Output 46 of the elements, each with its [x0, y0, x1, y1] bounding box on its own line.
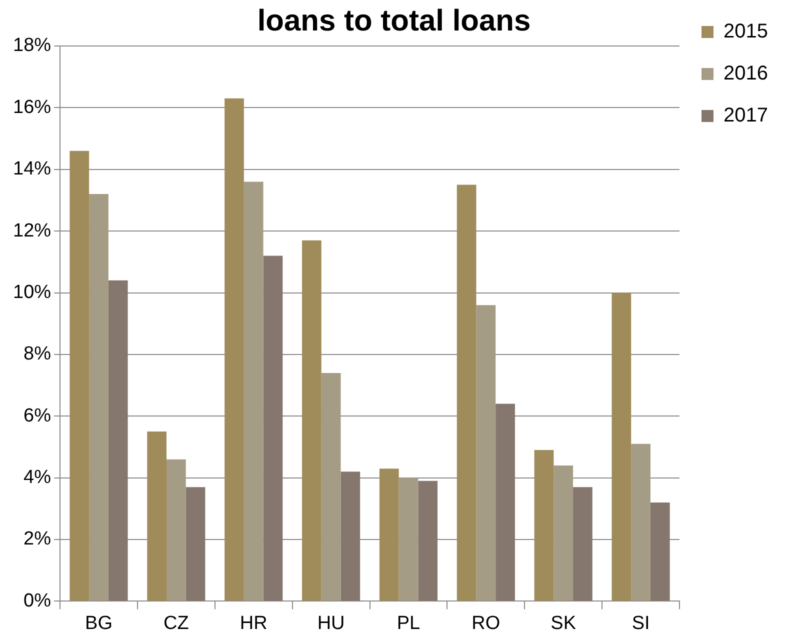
bar [224, 98, 244, 601]
y-tick-label: 6% [24, 405, 52, 426]
legend-label: 2015 [724, 20, 768, 43]
bar [244, 182, 264, 601]
bar [147, 432, 166, 601]
y-tick-label: 2% [24, 528, 52, 550]
bar [418, 480, 438, 601]
y-tick-label: 0% [24, 590, 52, 612]
x-tick-label: SK [550, 612, 576, 634]
bar [70, 150, 90, 601]
bar [612, 292, 632, 601]
bar [340, 472, 360, 601]
y-tick-label: 10% [12, 282, 52, 303]
bar [186, 487, 206, 601]
bar [398, 478, 418, 601]
bar [554, 465, 574, 601]
x-tick-label: HR [240, 612, 268, 634]
bar [263, 256, 283, 601]
bar [302, 240, 322, 601]
bar [534, 450, 554, 601]
y-tick-label: 4% [24, 467, 52, 488]
bar [650, 502, 670, 601]
bar [456, 184, 476, 601]
bar [108, 280, 128, 601]
bar [496, 404, 515, 601]
bar [573, 487, 592, 601]
x-tick-label: HU [317, 612, 345, 634]
y-tick-label: 12% [12, 220, 52, 242]
legend-label: 2016 [724, 62, 768, 85]
y-tick-label: 18% [12, 35, 52, 56]
bar [631, 444, 650, 601]
x-tick-label: PL [396, 612, 420, 634]
bar [321, 372, 341, 601]
legend-label: 2017 [724, 104, 768, 127]
bar [379, 468, 399, 601]
x-tick-label: SI [632, 612, 650, 634]
y-tick-label: 8% [24, 344, 52, 365]
bar [89, 194, 108, 601]
x-tick-label: BG [85, 612, 112, 634]
chart-title: loans to total loans [257, 4, 531, 38]
x-tick-label: CZ [164, 612, 190, 634]
x-tick-label: RO [472, 612, 500, 634]
bar [166, 459, 186, 601]
y-tick-label: 14% [12, 158, 52, 180]
bar [476, 305, 496, 601]
y-tick-label: 16% [12, 96, 52, 118]
